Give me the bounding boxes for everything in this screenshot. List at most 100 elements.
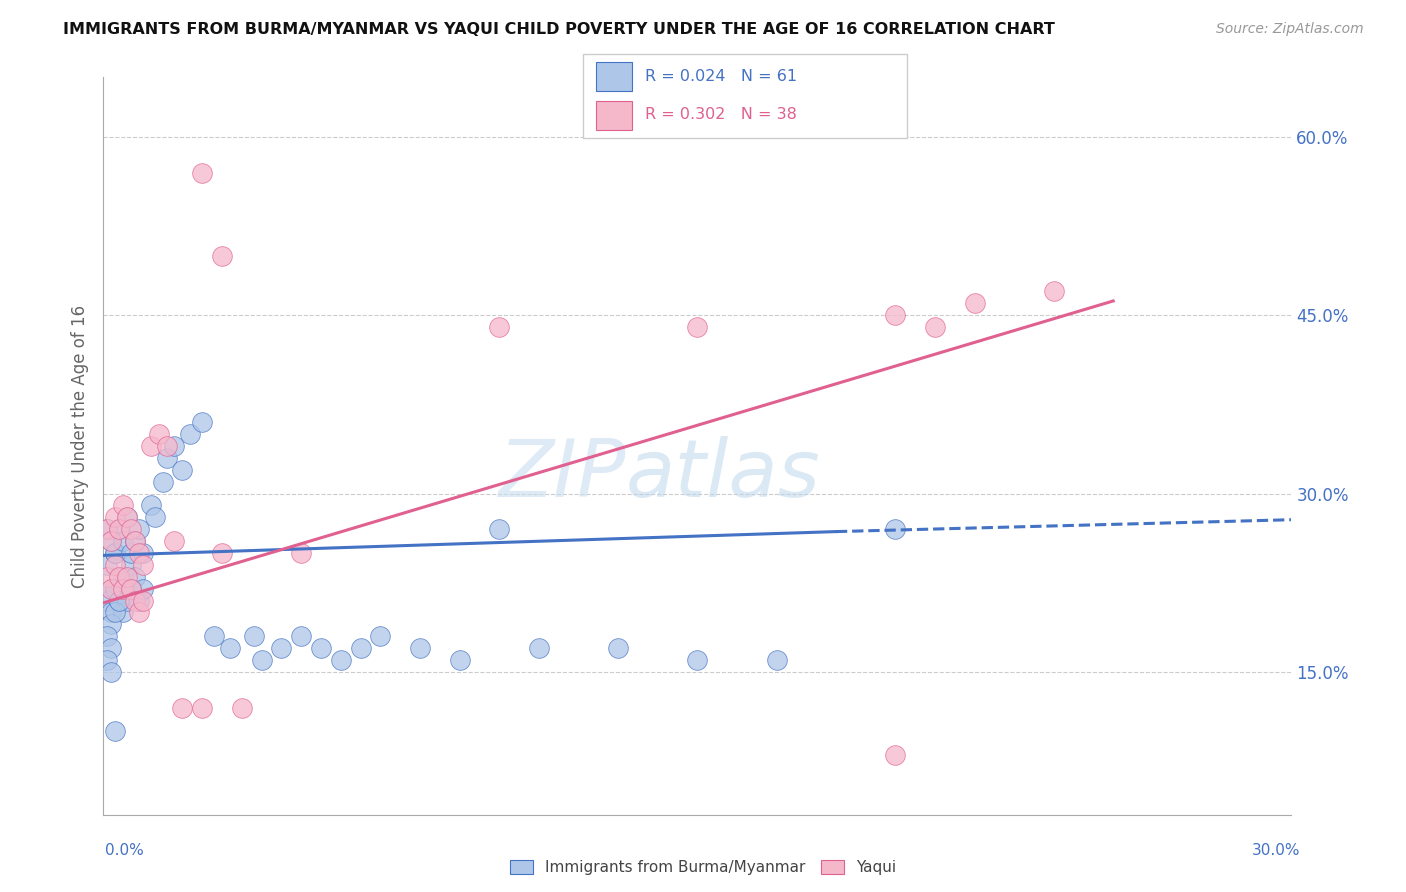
Point [155,439,177,453]
Point [120,546,142,560]
Point [115,582,138,596]
Point [115,510,138,524]
Point [527,641,550,656]
Point [124,534,146,549]
Point [104,724,127,739]
Point [132,582,155,596]
Point [111,606,134,620]
Text: atlas: atlas [626,436,821,515]
Text: IMMIGRANTS FROM BURMA/MYANMAR VS YAQUI CHILD POVERTY UNDER THE AGE OF 16 CORRELA: IMMIGRANTS FROM BURMA/MYANMAR VS YAQUI C… [63,22,1054,37]
Point [108,593,131,607]
Point [1042,285,1064,299]
Text: 0.0%: 0.0% [105,843,145,858]
FancyBboxPatch shape [583,54,907,138]
Point [132,546,155,560]
Point [104,582,127,596]
Point [924,320,946,334]
Point [202,629,225,643]
Point [104,546,127,560]
Point [242,629,264,643]
Point [111,534,134,549]
Point [231,700,253,714]
Point [124,570,146,584]
Legend: Immigrants from Burma/Myanmar, Yaqui: Immigrants from Burma/Myanmar, Yaqui [510,861,896,875]
Point [128,546,150,560]
Point [270,641,292,656]
Point [108,522,131,536]
Point [884,748,907,763]
Point [449,653,471,667]
Point [96,558,118,572]
Point [120,522,142,536]
Point [120,558,142,572]
Point [128,593,150,607]
Point [219,641,242,656]
Point [128,522,150,536]
Point [108,593,131,607]
Point [115,570,138,584]
Point [96,522,118,536]
Point [100,641,122,656]
Point [100,582,122,596]
Point [96,629,118,643]
Point [132,558,155,572]
Point [128,606,150,620]
Point [290,629,312,643]
Point [111,582,134,596]
Point [100,582,122,596]
Point [163,534,186,549]
Text: ZIP: ZIP [499,436,626,515]
Point [329,653,352,667]
Point [172,463,194,477]
Point [607,641,630,656]
Point [108,570,131,584]
Point [155,450,177,465]
Point [765,653,787,667]
Point [124,593,146,607]
Point [488,320,510,334]
Point [211,546,233,560]
Point [179,427,201,442]
Y-axis label: Child Poverty Under the Age of 16: Child Poverty Under the Age of 16 [72,304,89,588]
Point [290,546,312,560]
Point [409,641,432,656]
Point [100,665,122,679]
Point [963,296,986,310]
Point [143,510,166,524]
Point [191,700,214,714]
Point [686,320,709,334]
Point [100,534,122,549]
Point [100,534,122,549]
Text: R = 0.302   N = 38: R = 0.302 N = 38 [645,107,797,122]
Point [163,439,186,453]
Point [96,570,118,584]
Text: Source: ZipAtlas.com: Source: ZipAtlas.com [1216,22,1364,37]
Point [104,510,127,524]
Point [250,653,273,667]
Point [124,534,146,549]
Point [152,475,174,489]
Text: 30.0%: 30.0% [1253,843,1301,858]
Point [349,641,371,656]
Point [488,522,510,536]
Point [191,415,214,429]
Point [115,510,138,524]
Point [104,546,127,560]
FancyBboxPatch shape [596,62,633,91]
Point [370,629,392,643]
Point [104,558,127,572]
Point [884,522,907,536]
Point [96,653,118,667]
Point [100,617,122,632]
Point [120,582,142,596]
Point [686,653,709,667]
Point [211,249,233,263]
Point [96,522,118,536]
Point [309,641,332,656]
Point [139,499,162,513]
Point [172,700,194,714]
Point [132,593,155,607]
Point [191,165,214,179]
Point [111,499,134,513]
Point [96,593,118,607]
